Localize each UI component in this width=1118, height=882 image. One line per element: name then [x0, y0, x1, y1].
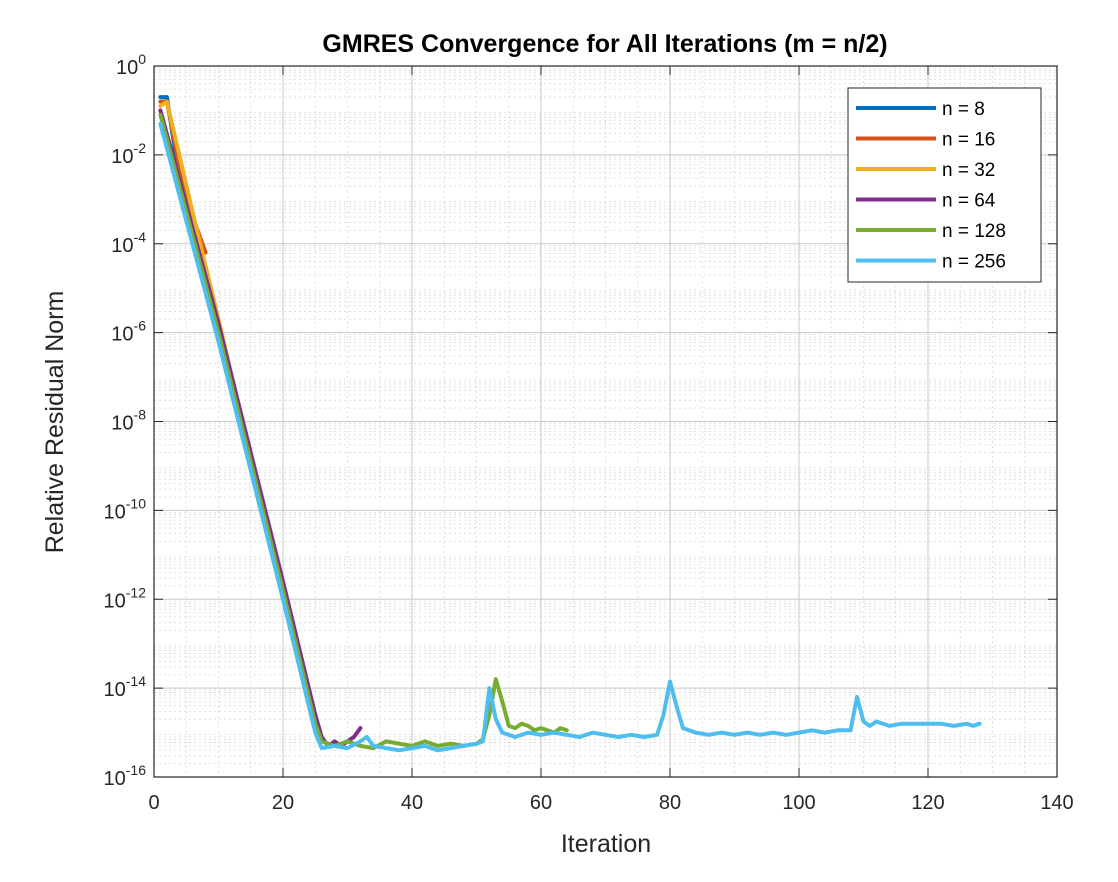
- y-tick-base: 10: [104, 501, 126, 523]
- y-tick-exponent: -14: [126, 673, 146, 689]
- y-tick-label: 10-6: [111, 318, 146, 346]
- y-tick-base: 10: [104, 590, 126, 612]
- legend-item: n = 16: [856, 130, 995, 151]
- y-tick-label: 10-12: [104, 584, 147, 612]
- legend-label: n = 256: [942, 252, 1006, 273]
- y-tick-base: 10: [104, 679, 126, 701]
- y-tick-base: 10: [111, 235, 133, 257]
- legend-item: n = 32: [856, 160, 995, 181]
- y-tick-exponent: -16: [126, 762, 146, 778]
- legend-item: n = 256: [856, 252, 1006, 273]
- y-tick-exponent: -10: [126, 495, 146, 511]
- x-tick-label: 20: [272, 792, 294, 814]
- y-tick-label: 10-2: [111, 140, 146, 168]
- legend-box: [847, 87, 1042, 283]
- y-tick-base: 10: [116, 57, 138, 79]
- legend-item: n = 8: [856, 99, 985, 120]
- x-tick-label: 40: [401, 792, 423, 814]
- legend-item: n = 64: [856, 191, 996, 212]
- y-tick-base: 10: [104, 768, 126, 790]
- legend-label: n = 8: [942, 99, 985, 120]
- series-layer: [158, 95, 982, 753]
- legend-label: n = 64: [942, 191, 996, 212]
- legend-label: n = 32: [942, 160, 995, 181]
- y-tick-base: 10: [111, 413, 133, 435]
- y-tick-label: 100: [116, 51, 146, 79]
- x-tick-label: 60: [530, 792, 552, 814]
- y-tick-exponent: 0: [138, 51, 146, 67]
- y-tick-label: 10-4: [111, 229, 146, 257]
- y-tick-label: 10-16: [104, 762, 147, 790]
- x-tick-labels: 0 20 40 60 80 100 120 140: [148, 792, 1073, 814]
- legend: n = 8 n = 16 n = 32 n = 64 n = 128 n = 256: [847, 87, 1042, 283]
- x-tick-label: 120: [911, 792, 944, 814]
- x-tick-label: 0: [148, 792, 159, 814]
- y-tick-label: 10-14: [104, 673, 147, 701]
- legend-label: n = 128: [942, 221, 1006, 242]
- y-tick-base: 10: [111, 146, 133, 168]
- legend-item: n = 128: [856, 221, 1006, 242]
- y-tick-label: 10-8: [111, 407, 146, 435]
- y-tick-exponent: -12: [126, 584, 146, 600]
- y-tick-label: 10-10: [104, 495, 147, 523]
- legend-label: n = 16: [942, 130, 995, 151]
- chart-title: GMRES Convergence for All Iterations (m …: [322, 30, 887, 58]
- y-tick-exponent: -2: [134, 140, 147, 156]
- y-tick-exponent: -8: [134, 407, 147, 423]
- x-tick-label: 80: [659, 792, 681, 814]
- series-line-6: [158, 121, 982, 753]
- y-axis-label: Relative Residual Norm: [41, 291, 69, 554]
- x-tick-label: 140: [1040, 792, 1073, 814]
- y-tick-base: 10: [111, 324, 133, 346]
- y-tick-exponent: -6: [134, 318, 147, 334]
- tick-marks: [153, 65, 1058, 778]
- x-axis-label: Iteration: [561, 830, 651, 858]
- y-tick-exponent: -4: [134, 229, 147, 245]
- x-tick-label: 100: [782, 792, 815, 814]
